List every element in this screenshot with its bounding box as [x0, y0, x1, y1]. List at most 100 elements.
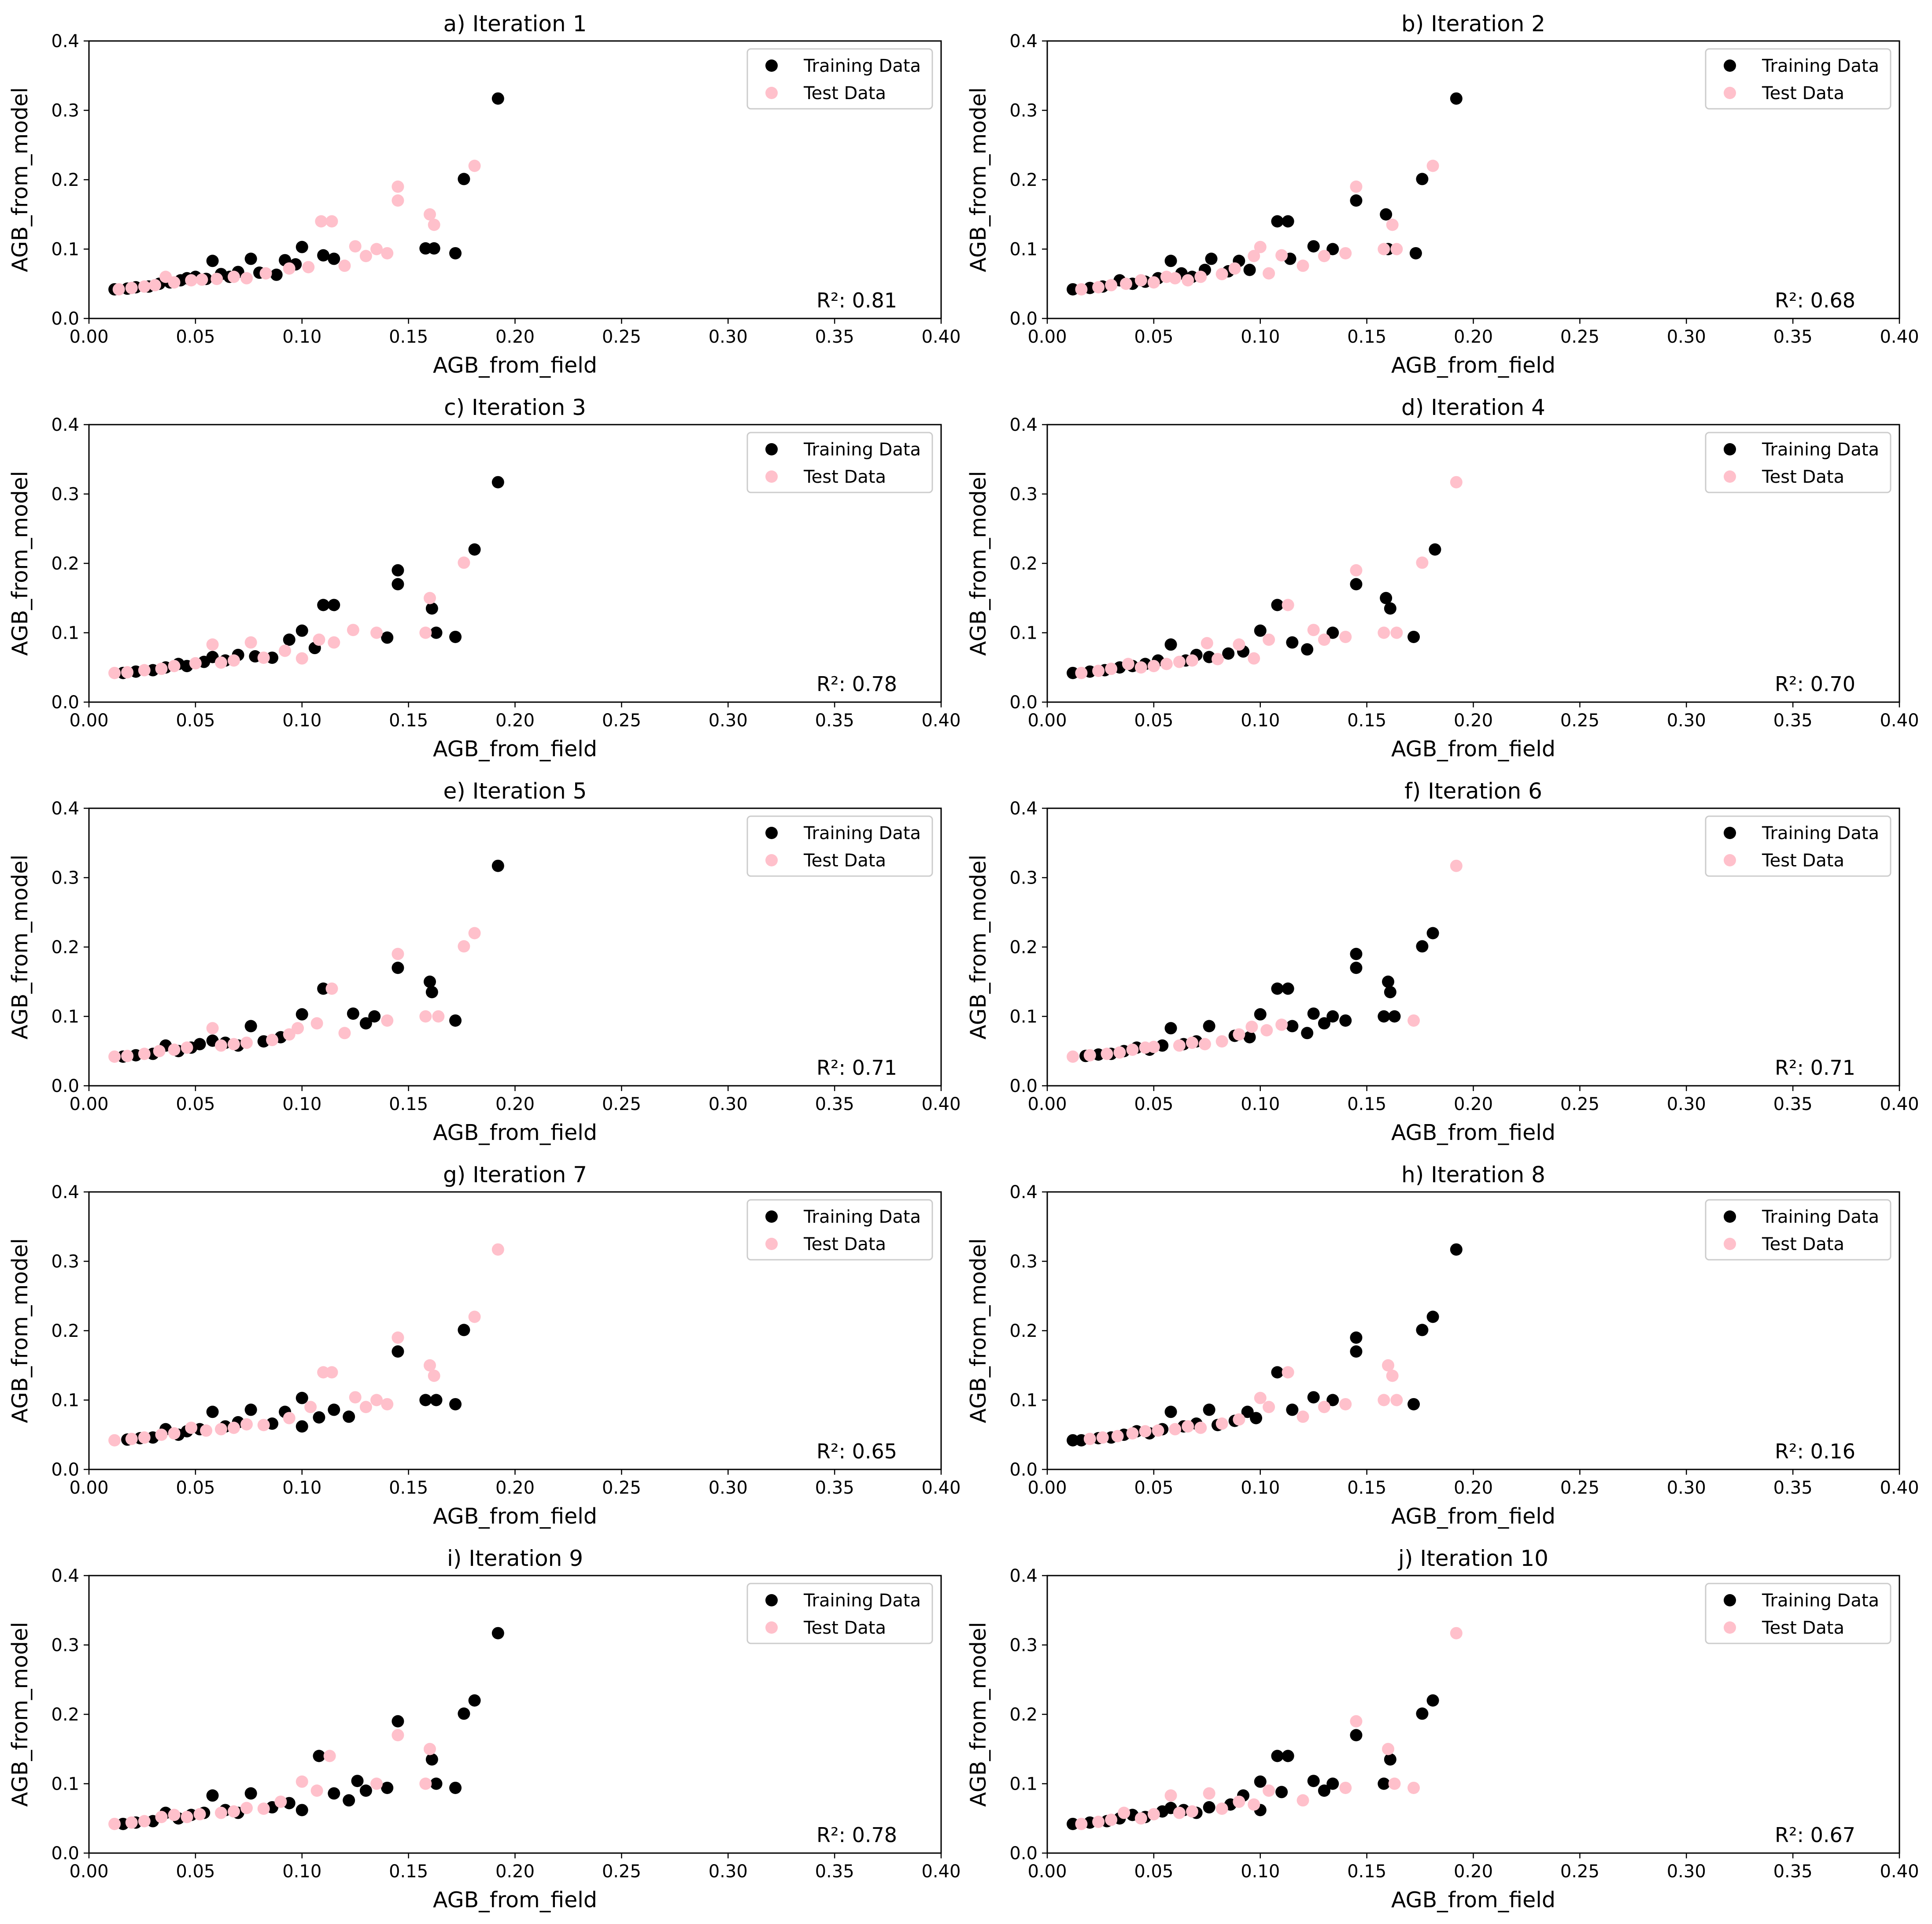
test-point: [240, 1418, 253, 1431]
r2-annotation: R²: 0.68: [1775, 289, 1855, 312]
legend-box: [1705, 48, 1891, 110]
test-point: [310, 1784, 323, 1797]
test-point: [125, 1816, 138, 1829]
training-point: [1271, 982, 1284, 995]
training-point: [430, 626, 443, 639]
training-point: [244, 1787, 257, 1800]
training-point: [1067, 1817, 1079, 1830]
training-point: [296, 1391, 308, 1404]
y-tick-label: 0.0: [51, 1076, 79, 1096]
training-point: [1409, 247, 1422, 259]
test-series: [108, 1729, 436, 1830]
y-axis-label: AGB_from_model: [966, 471, 991, 656]
training-point: [1416, 1707, 1429, 1720]
legend-marker-test: [765, 470, 778, 483]
r2-annotation: R²: 0.81: [816, 289, 897, 312]
test-point: [304, 1401, 317, 1413]
y-tick-label: 0.2: [51, 554, 79, 574]
x-tick-label: 0.30: [709, 327, 748, 347]
chart-title: j) Iteration 10: [1398, 1546, 1548, 1571]
x-tick-label: 0.40: [1880, 1861, 1919, 1882]
r2-annotation: R²: 0.78: [816, 672, 897, 696]
test-point: [1263, 1401, 1275, 1413]
test-point: [1147, 660, 1160, 673]
test-point: [125, 1432, 138, 1445]
legend-marker-training: [765, 59, 778, 72]
test-point: [1282, 599, 1294, 611]
test-point: [1075, 1817, 1088, 1830]
training-point: [1067, 1434, 1079, 1447]
test-point: [108, 1434, 121, 1447]
test-point: [1119, 278, 1132, 290]
test-point: [1173, 1806, 1186, 1819]
test-point: [206, 638, 219, 651]
x-tick-label: 0.20: [1454, 327, 1493, 347]
training-point: [449, 1781, 462, 1794]
x-tick-label: 0.20: [495, 1478, 535, 1498]
x-tick-label: 0.00: [69, 1478, 108, 1498]
test-point: [1215, 1035, 1228, 1048]
x-tick-label: 0.15: [389, 1094, 428, 1114]
legend-label-test: Test Data: [803, 1618, 886, 1638]
training-point: [1203, 1403, 1215, 1416]
test-point: [323, 1750, 336, 1762]
test-point: [1378, 626, 1390, 639]
test-point: [1390, 243, 1403, 255]
test-point: [381, 247, 394, 259]
training-point: [425, 1753, 438, 1766]
test-point: [206, 1022, 219, 1035]
x-tick-label: 0.35: [815, 327, 854, 347]
legend-marker-training: [1724, 443, 1736, 455]
legend-box: [1705, 432, 1891, 493]
test-series: [1075, 159, 1439, 296]
test-point: [1152, 1424, 1164, 1437]
test-point: [1339, 1781, 1352, 1794]
legend-label-training: Training Data: [803, 1591, 921, 1611]
legend: Training Data Test Data: [1705, 1199, 1891, 1261]
test-point: [1388, 1777, 1401, 1790]
x-tick-label: 0.30: [1667, 1861, 1706, 1882]
y-tick-label: 0.4: [1009, 1566, 1038, 1586]
test-point: [1248, 652, 1260, 665]
training-series: [117, 476, 504, 679]
test-point: [259, 267, 272, 280]
test-point: [121, 666, 134, 679]
y-tick-label: 0.0: [51, 692, 79, 713]
training-point: [313, 1411, 325, 1424]
training-point: [266, 651, 279, 664]
x-tick-label: 0.20: [1454, 710, 1493, 731]
test-point: [1260, 1024, 1273, 1036]
x-tick-label: 0.20: [1454, 1478, 1493, 1498]
test-point: [1275, 1018, 1288, 1031]
training-point: [328, 1403, 340, 1416]
test-point: [1233, 1028, 1245, 1041]
plot-frame: [88, 424, 942, 703]
x-tick-label: 0.05: [1134, 327, 1173, 347]
training-point: [1307, 1775, 1320, 1787]
training-point: [1380, 208, 1393, 221]
x-tick-label: 0.10: [1241, 1861, 1280, 1882]
test-point: [155, 662, 168, 675]
x-tick-label: 0.05: [176, 327, 215, 347]
training-point: [1271, 1366, 1284, 1379]
legend-box: [746, 1583, 933, 1644]
y-axis-label: AGB_from_model: [966, 1622, 991, 1807]
y-tick-label: 0.3: [1009, 868, 1038, 888]
training-point: [317, 599, 330, 611]
test-point: [1134, 274, 1147, 287]
plot-frame: [1046, 807, 1900, 1087]
x-tick-label: 0.25: [1560, 327, 1600, 347]
test-point: [381, 1014, 394, 1027]
training-point: [1164, 255, 1177, 267]
test-point: [468, 927, 481, 940]
training-point: [381, 631, 394, 644]
test-point: [214, 1806, 227, 1819]
test-point: [1378, 243, 1390, 255]
test-point: [1263, 633, 1275, 646]
test-point: [328, 636, 340, 649]
test-point: [283, 262, 296, 275]
x-tick-label: 0.15: [1347, 1861, 1386, 1882]
test-point: [185, 274, 198, 287]
x-tick-label: 0.40: [1880, 1478, 1919, 1498]
test-point: [240, 1802, 253, 1814]
